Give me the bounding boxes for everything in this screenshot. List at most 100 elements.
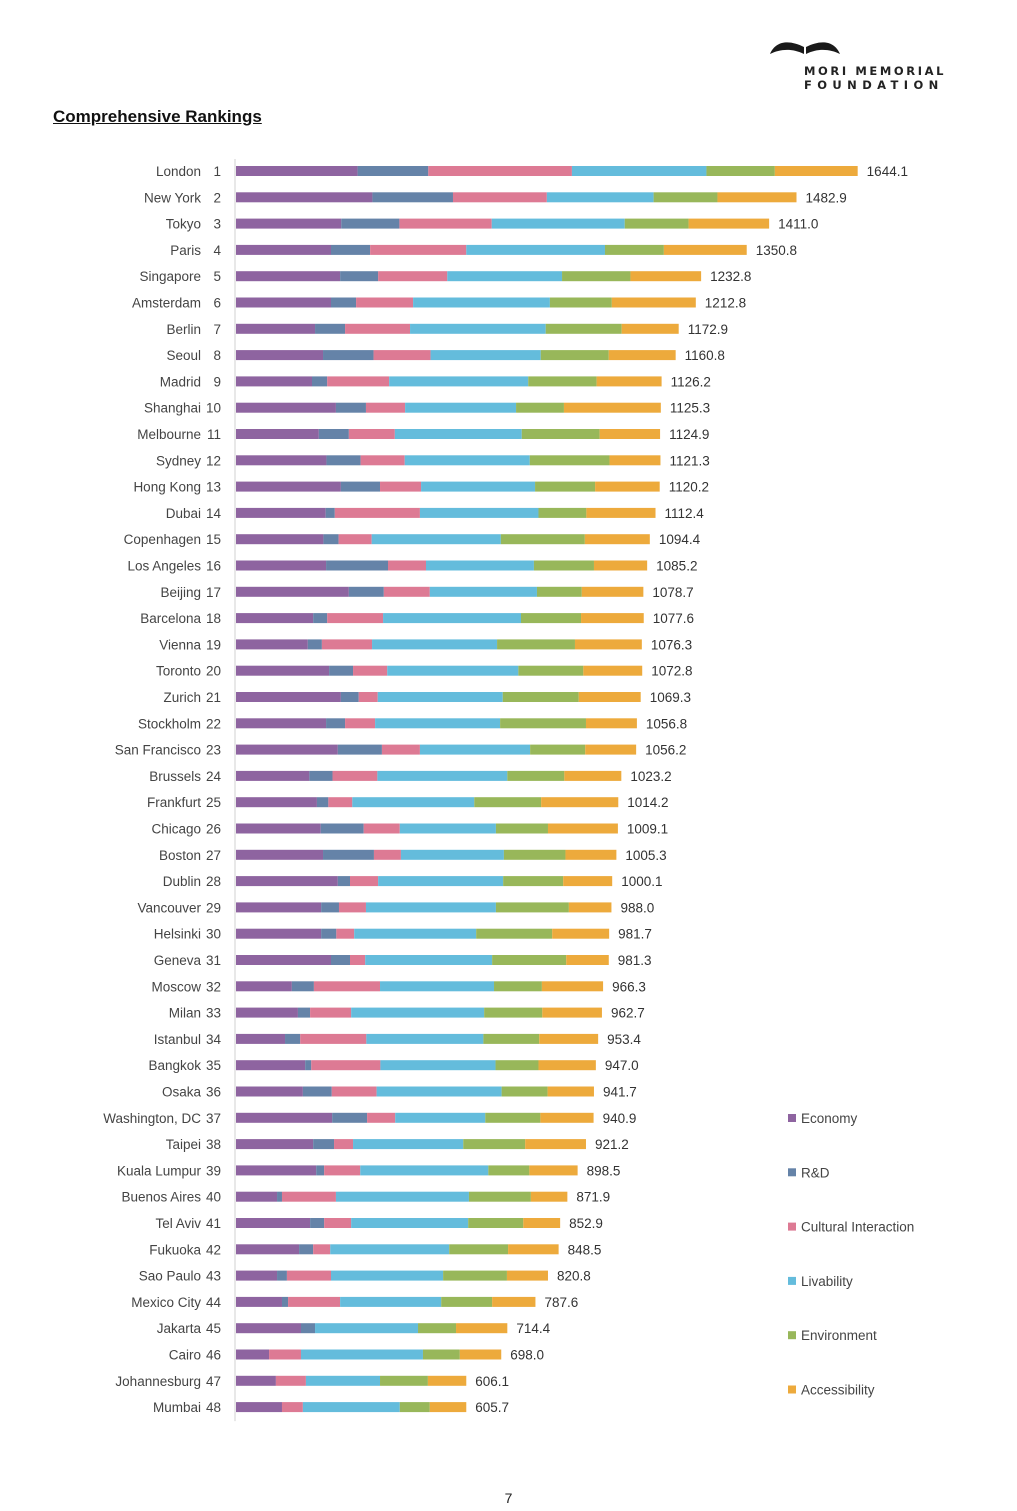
tick-label-city: Berlin bbox=[166, 322, 201, 337]
data-label-total: 941.7 bbox=[603, 1085, 637, 1100]
bar-row-44: Mexico City 44 787.6 bbox=[131, 1295, 578, 1310]
bar-row-45: Jakarta 45 714.4 bbox=[157, 1321, 551, 1336]
tick-label-city: Milan bbox=[169, 1006, 201, 1021]
tick-label-city: Zurich bbox=[163, 690, 201, 705]
bar-segment-accessibility bbox=[578, 692, 641, 702]
bar-segment-economy bbox=[236, 1244, 300, 1255]
bar-segment-cultural-interaction bbox=[310, 1007, 352, 1018]
bar-segment-livability bbox=[375, 718, 501, 729]
tick-label-rank: 27 bbox=[206, 848, 221, 863]
data-label-total: 1172.9 bbox=[688, 322, 728, 337]
bar-segment-cultural-interaction bbox=[360, 455, 405, 466]
data-label-total: 988.0 bbox=[620, 900, 654, 915]
bar-segment-economy bbox=[236, 1323, 301, 1334]
bar-segment-economy bbox=[236, 1296, 282, 1307]
data-label-total: 848.5 bbox=[568, 1242, 602, 1257]
tick-label-rank: 9 bbox=[213, 374, 221, 389]
bar-segment-environment bbox=[443, 1270, 507, 1281]
bar-segment-accessibility bbox=[564, 770, 622, 781]
bar-segment-livability bbox=[351, 1007, 485, 1018]
tick-label-rank: 18 bbox=[206, 611, 221, 626]
data-label-total: 962.7 bbox=[611, 1006, 645, 1021]
bar-segment-livability bbox=[378, 876, 504, 887]
bar-segment-cultural-interaction bbox=[383, 586, 430, 597]
bar-row-28: Dublin 28 1000.1 bbox=[163, 874, 663, 889]
legend-label: Economy bbox=[801, 1111, 858, 1126]
bar-segment-environment bbox=[507, 770, 565, 781]
tick-label-rank: 19 bbox=[206, 637, 221, 652]
rankings-chart: London 1 1644.1 New York 2 1482.9 Tokyo 3 1411.0… bbox=[103, 159, 914, 1422]
data-label-total: 1350.8 bbox=[756, 243, 797, 258]
bar-segment-livability bbox=[360, 1165, 489, 1176]
bar-segment-economy bbox=[236, 560, 327, 571]
bar-segment-livability bbox=[330, 1244, 450, 1255]
tick-label-city: Toronto bbox=[156, 664, 201, 679]
tick-label-rank: 26 bbox=[206, 822, 221, 837]
bar-segment-environment bbox=[485, 1112, 541, 1123]
bar-segment-accessibility bbox=[593, 560, 648, 571]
bar-row-15: Copenhagen 15 1094.4 bbox=[124, 532, 701, 547]
bar-segment-environment bbox=[500, 718, 586, 729]
bar-row-32: Moscow 32 966.3 bbox=[151, 979, 645, 994]
tick-label-city: New York bbox=[144, 190, 201, 205]
bar-row-2: New York 2 1482.9 bbox=[144, 190, 847, 205]
bar-segment-economy bbox=[236, 481, 341, 492]
tick-label-rank: 39 bbox=[206, 1163, 221, 1178]
bar-row-22: Stockholm 22 1056.8 bbox=[138, 716, 687, 731]
data-label-total: 606.1 bbox=[475, 1374, 509, 1389]
tick-label-rank: 43 bbox=[206, 1269, 221, 1284]
tick-label-city: Paris bbox=[170, 243, 201, 258]
bar-segment-accessibility bbox=[585, 718, 637, 729]
bar-segment-cultural-interaction bbox=[428, 166, 572, 176]
section-title: Comprehensive Rankings bbox=[53, 107, 262, 126]
bar-segment-livability bbox=[421, 481, 536, 492]
tick-label-rank: 15 bbox=[206, 532, 221, 547]
bar-segment-accessibility bbox=[459, 1349, 502, 1360]
tick-label-city: Helsinki bbox=[154, 927, 201, 942]
bar-segment-cultural-interaction bbox=[332, 770, 378, 781]
bar-segment-accessibility bbox=[774, 166, 858, 176]
legend-swatch bbox=[788, 1222, 796, 1231]
bar-segment-economy bbox=[236, 639, 308, 650]
data-label-total: 981.3 bbox=[618, 953, 652, 968]
bar-segment-accessibility bbox=[565, 849, 617, 860]
bar-row-47: Johannesburg 47 606.1 bbox=[115, 1374, 509, 1389]
bar-segment-environment bbox=[516, 402, 564, 413]
tick-label-rank: 28 bbox=[206, 874, 221, 889]
bar-segment-environment bbox=[468, 1191, 531, 1202]
bar-segment-livability bbox=[302, 1402, 400, 1413]
bar-segment-environment bbox=[604, 244, 664, 255]
bar-segment-environment bbox=[528, 376, 597, 387]
bar-segment-environment bbox=[497, 639, 575, 650]
bar-row-5: Singapore 5 1232.8 bbox=[139, 269, 751, 284]
bar-row-46: Cairo 46 698.0 bbox=[169, 1348, 544, 1363]
bar-segment-environment bbox=[500, 534, 585, 545]
tick-label-rank: 6 bbox=[213, 296, 221, 311]
tick-label-city: Frankfurt bbox=[147, 795, 201, 810]
tick-label-city: Cairo bbox=[169, 1348, 201, 1363]
bar-segment-livability bbox=[305, 1375, 381, 1386]
bar-segment-economy bbox=[236, 429, 319, 439]
bar-segment-environment bbox=[503, 849, 566, 860]
data-label-total: 1014.2 bbox=[627, 795, 668, 810]
bar-segment-economy bbox=[236, 507, 326, 518]
bar-segment-economy bbox=[236, 718, 327, 729]
bar-row-7: Berlin 7 1172.9 bbox=[166, 322, 728, 337]
bar-segment-cultural-interaction bbox=[321, 639, 373, 650]
bar-segment-economy bbox=[236, 955, 331, 965]
legend-swatch bbox=[788, 1385, 796, 1394]
data-label-total: 1077.6 bbox=[653, 611, 694, 626]
tick-label-rank: 3 bbox=[213, 217, 221, 232]
tick-label-rank: 31 bbox=[206, 953, 221, 968]
bar-segment-r-d bbox=[341, 218, 400, 229]
tick-label-city: Fukuoka bbox=[149, 1242, 201, 1257]
bar-segment-r-d bbox=[313, 613, 328, 624]
bar-segment-economy bbox=[236, 1349, 270, 1360]
tick-label-city: Kuala Lumpur bbox=[117, 1163, 202, 1178]
tick-label-rank: 47 bbox=[206, 1374, 221, 1389]
tick-label-rank: 1 bbox=[213, 164, 221, 179]
bar-segment-cultural-interaction bbox=[338, 534, 372, 545]
data-label-total: 953.4 bbox=[607, 1032, 641, 1047]
tick-label-rank: 41 bbox=[206, 1216, 221, 1231]
bar-segment-cultural-interaction bbox=[370, 244, 467, 255]
